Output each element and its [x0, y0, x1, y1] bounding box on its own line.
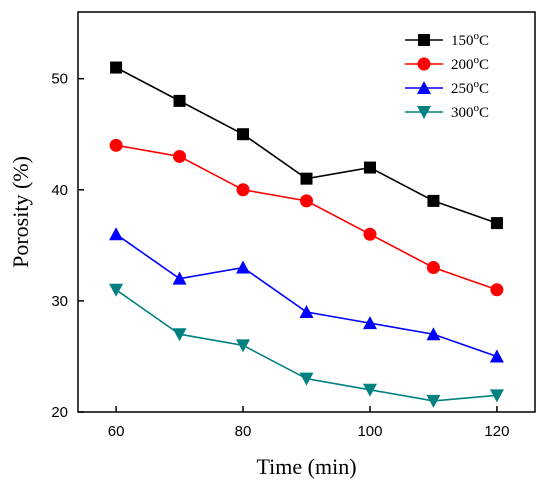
data-point — [427, 194, 440, 207]
legend-marker — [417, 57, 431, 71]
data-point — [300, 194, 313, 208]
legend-item: 200oC — [405, 54, 489, 73]
y-tick-label: 40 — [51, 182, 68, 199]
series-200 — [109, 138, 504, 297]
data-point — [362, 316, 377, 330]
data-point — [236, 260, 251, 274]
data-point — [236, 339, 251, 353]
data-point — [363, 227, 377, 241]
data-point — [426, 261, 440, 275]
data-point — [300, 172, 313, 185]
data-point — [490, 283, 504, 297]
data-point — [489, 389, 504, 403]
data-point — [426, 327, 441, 341]
y-axis-title: Porosity (%) — [8, 156, 33, 268]
series-layer — [109, 61, 504, 408]
legend-item: 150oC — [405, 30, 489, 49]
legend-item: 300oC — [405, 102, 489, 121]
data-point — [426, 394, 441, 408]
y-tick-label: 20 — [51, 404, 68, 421]
series-line — [115, 233, 498, 358]
data-point — [237, 128, 250, 141]
data-point — [489, 349, 504, 363]
series-250 — [109, 227, 504, 363]
data-point — [299, 305, 314, 318]
legend-marker — [418, 34, 430, 46]
plot-frame — [77, 11, 536, 413]
legend-item: 250oC — [405, 78, 489, 97]
legend-label: 200oC — [451, 54, 489, 73]
data-point — [109, 227, 124, 241]
data-point — [299, 372, 314, 386]
legend-label: 250oC — [451, 78, 489, 97]
data-point — [172, 271, 187, 285]
x-axis-title: Time (min) — [256, 454, 356, 479]
x-tick-label: 80 — [235, 423, 252, 440]
x-tick-label: 100 — [357, 423, 382, 440]
data-point — [109, 283, 124, 297]
legend-marker — [417, 106, 431, 119]
data-point — [109, 138, 123, 152]
data-point — [363, 161, 376, 174]
x-tick-label: 120 — [484, 423, 509, 440]
legend-marker — [417, 81, 431, 94]
x-tick-label: 60 — [108, 423, 125, 440]
y-tick-label: 30 — [51, 293, 68, 310]
y-tick-label: 50 — [51, 71, 68, 88]
axes-layer: 60 80 100 120 20 30 40 50 — [51, 11, 536, 440]
legend-label: 150oC — [451, 30, 489, 49]
data-point — [173, 94, 186, 107]
data-point — [236, 183, 250, 197]
series-300 — [109, 283, 504, 408]
data-point — [490, 217, 503, 230]
data-point — [362, 383, 377, 397]
series-150 — [110, 61, 503, 230]
data-point — [110, 61, 123, 74]
data-point — [172, 328, 187, 342]
legend-label: 300oC — [451, 102, 489, 121]
data-point — [173, 149, 187, 163]
legend: 150oC 200oC 250oC 300oC — [405, 30, 489, 121]
